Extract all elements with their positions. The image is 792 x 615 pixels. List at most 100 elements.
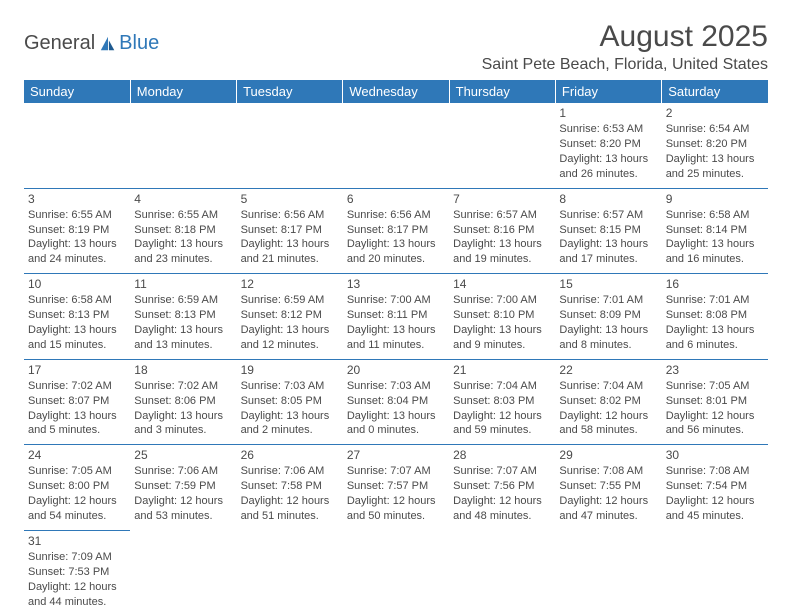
sunset-text: Sunset: 8:20 PM: [559, 137, 657, 152]
calendar-cell: 31Sunrise: 7:09 AMSunset: 7:53 PMDayligh…: [24, 530, 130, 615]
calendar-cell: 6Sunrise: 6:56 AMSunset: 8:17 PMDaylight…: [343, 188, 449, 274]
calendar-cell: 14Sunrise: 7:00 AMSunset: 8:10 PMDayligh…: [449, 274, 555, 360]
daylight-text: Daylight: 12 hours: [241, 494, 339, 509]
calendar-cell: 13Sunrise: 7:00 AMSunset: 8:11 PMDayligh…: [343, 274, 449, 360]
daylight-text: Daylight: 12 hours: [28, 494, 126, 509]
logo-text-blue: Blue: [119, 32, 159, 55]
calendar-cell: [449, 103, 555, 188]
daylight-text: and 12 minutes.: [241, 338, 339, 353]
day-number: 7: [453, 191, 551, 207]
daylight-text: and 2 minutes.: [241, 423, 339, 438]
calendar-table: Sunday Monday Tuesday Wednesday Thursday…: [24, 80, 768, 615]
calendar-cell: 5Sunrise: 6:56 AMSunset: 8:17 PMDaylight…: [237, 188, 343, 274]
sail-icon: [99, 35, 117, 53]
day-header: Tuesday: [237, 80, 343, 103]
day-header-row: Sunday Monday Tuesday Wednesday Thursday…: [24, 80, 768, 103]
daylight-text: and 26 minutes.: [559, 167, 657, 182]
daylight-text: and 53 minutes.: [134, 509, 232, 524]
day-number: 16: [666, 276, 764, 292]
calendar-week-row: 31Sunrise: 7:09 AMSunset: 7:53 PMDayligh…: [24, 530, 768, 615]
sunset-text: Sunset: 8:07 PM: [28, 394, 126, 409]
calendar-cell: 1Sunrise: 6:53 AMSunset: 8:20 PMDaylight…: [555, 103, 661, 188]
daylight-text: and 45 minutes.: [666, 509, 764, 524]
daylight-text: and 54 minutes.: [28, 509, 126, 524]
sunrise-text: Sunrise: 6:58 AM: [28, 293, 126, 308]
calendar-week-row: 1Sunrise: 6:53 AMSunset: 8:20 PMDaylight…: [24, 103, 768, 188]
calendar-cell: 23Sunrise: 7:05 AMSunset: 8:01 PMDayligh…: [662, 359, 768, 445]
daylight-text: and 24 minutes.: [28, 252, 126, 267]
day-number: 13: [347, 276, 445, 292]
day-number: 29: [559, 447, 657, 463]
day-number: 17: [28, 362, 126, 378]
calendar-week-row: 17Sunrise: 7:02 AMSunset: 8:07 PMDayligh…: [24, 359, 768, 445]
day-header: Friday: [555, 80, 661, 103]
sunset-text: Sunset: 8:06 PM: [134, 394, 232, 409]
logo: General Blue: [24, 20, 159, 55]
sunset-text: Sunset: 8:15 PM: [559, 223, 657, 238]
logo-text-general: General: [24, 32, 95, 55]
daylight-text: and 48 minutes.: [453, 509, 551, 524]
calendar-cell: 20Sunrise: 7:03 AMSunset: 8:04 PMDayligh…: [343, 359, 449, 445]
day-header: Wednesday: [343, 80, 449, 103]
day-number: 8: [559, 191, 657, 207]
day-number: 30: [666, 447, 764, 463]
calendar-cell: 2Sunrise: 6:54 AMSunset: 8:20 PMDaylight…: [662, 103, 768, 188]
calendar-cell: 4Sunrise: 6:55 AMSunset: 8:18 PMDaylight…: [130, 188, 236, 274]
sunset-text: Sunset: 8:10 PM: [453, 308, 551, 323]
sunrise-text: Sunrise: 6:58 AM: [666, 208, 764, 223]
calendar-cell: 25Sunrise: 7:06 AMSunset: 7:59 PMDayligh…: [130, 445, 236, 531]
daylight-text: and 25 minutes.: [666, 167, 764, 182]
daylight-text: Daylight: 12 hours: [666, 494, 764, 509]
daylight-text: and 23 minutes.: [134, 252, 232, 267]
daylight-text: and 6 minutes.: [666, 338, 764, 353]
sunrise-text: Sunrise: 6:57 AM: [559, 208, 657, 223]
daylight-text: Daylight: 13 hours: [241, 237, 339, 252]
calendar-cell: 11Sunrise: 6:59 AMSunset: 8:13 PMDayligh…: [130, 274, 236, 360]
daylight-text: and 19 minutes.: [453, 252, 551, 267]
daylight-text: Daylight: 12 hours: [134, 494, 232, 509]
location: Saint Pete Beach, Florida, United States: [482, 56, 768, 74]
sunset-text: Sunset: 8:00 PM: [28, 479, 126, 494]
daylight-text: and 15 minutes.: [28, 338, 126, 353]
daylight-text: Daylight: 13 hours: [134, 323, 232, 338]
sunrise-text: Sunrise: 7:03 AM: [347, 379, 445, 394]
day-number: 2: [666, 105, 764, 121]
day-number: 19: [241, 362, 339, 378]
sunrise-text: Sunrise: 7:06 AM: [241, 464, 339, 479]
calendar-cell: 29Sunrise: 7:08 AMSunset: 7:55 PMDayligh…: [555, 445, 661, 531]
daylight-text: and 58 minutes.: [559, 423, 657, 438]
sunset-text: Sunset: 8:18 PM: [134, 223, 232, 238]
sunset-text: Sunset: 8:17 PM: [347, 223, 445, 238]
day-number: 23: [666, 362, 764, 378]
sunset-text: Sunset: 8:01 PM: [666, 394, 764, 409]
daylight-text: and 21 minutes.: [241, 252, 339, 267]
sunrise-text: Sunrise: 6:53 AM: [559, 122, 657, 137]
daylight-text: Daylight: 13 hours: [666, 152, 764, 167]
calendar-cell: 7Sunrise: 6:57 AMSunset: 8:16 PMDaylight…: [449, 188, 555, 274]
sunset-text: Sunset: 8:13 PM: [134, 308, 232, 323]
sunset-text: Sunset: 8:14 PM: [666, 223, 764, 238]
day-number: 24: [28, 447, 126, 463]
day-number: 18: [134, 362, 232, 378]
sunrise-text: Sunrise: 7:04 AM: [559, 379, 657, 394]
sunset-text: Sunset: 8:02 PM: [559, 394, 657, 409]
sunset-text: Sunset: 8:16 PM: [453, 223, 551, 238]
daylight-text: Daylight: 12 hours: [453, 494, 551, 509]
daylight-text: Daylight: 13 hours: [241, 323, 339, 338]
sunrise-text: Sunrise: 6:54 AM: [666, 122, 764, 137]
day-number: 4: [134, 191, 232, 207]
sunset-text: Sunset: 7:54 PM: [666, 479, 764, 494]
sunset-text: Sunset: 8:04 PM: [347, 394, 445, 409]
day-number: 27: [347, 447, 445, 463]
daylight-text: Daylight: 13 hours: [347, 237, 445, 252]
calendar-cell: 15Sunrise: 7:01 AMSunset: 8:09 PMDayligh…: [555, 274, 661, 360]
calendar-week-row: 24Sunrise: 7:05 AMSunset: 8:00 PMDayligh…: [24, 445, 768, 531]
sunrise-text: Sunrise: 6:56 AM: [347, 208, 445, 223]
day-number: 12: [241, 276, 339, 292]
daylight-text: Daylight: 12 hours: [453, 409, 551, 424]
daylight-text: Daylight: 13 hours: [453, 237, 551, 252]
day-header: Thursday: [449, 80, 555, 103]
day-number: 20: [347, 362, 445, 378]
sunrise-text: Sunrise: 6:55 AM: [28, 208, 126, 223]
day-number: 15: [559, 276, 657, 292]
